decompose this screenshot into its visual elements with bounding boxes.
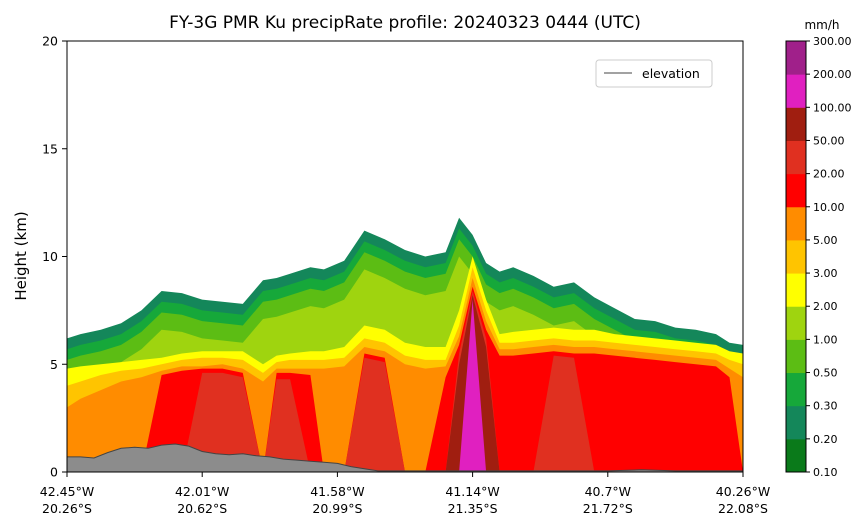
legend-elevation-label: elevation: [642, 66, 700, 81]
colorbar-tick-label: 0.20: [813, 433, 838, 446]
colorbar-tick-label: 3.00: [813, 267, 838, 280]
colorbar-tick-label: 200.00: [813, 68, 852, 81]
x-tick-lon-label: 41.14°W: [445, 484, 499, 499]
x-tick-lon-label: 40.26°W: [716, 484, 770, 499]
x-tick-lat-label: 20.62°S: [177, 501, 227, 516]
elevation-line: [67, 443, 743, 472]
x-axis-ticks: 42.45°W 20.26°S 42.01°W 20.62°S 41.58°W 20.99…: [40, 472, 770, 516]
y-tick-label: 5: [50, 357, 58, 372]
colorbar-swatch: [786, 438, 806, 473]
elevation-area: [67, 444, 743, 472]
legend-box: [595, 59, 713, 88]
colorbar-tick-label: 0.50: [813, 367, 838, 380]
colorbar-tick-label: 0.30: [813, 400, 838, 413]
y-tick-label: 20: [42, 34, 58, 49]
y-tick-label: 15: [42, 141, 58, 156]
x-tick-lat-label: 20.99°S: [312, 501, 362, 516]
colorbar-tick-label: 100.00: [813, 101, 852, 114]
colorbar-swatch: [786, 339, 806, 374]
y-axis-ticks: 0 5 10 15 20: [42, 34, 67, 480]
x-tick-lat-label: 21.72°S: [583, 501, 633, 516]
x-tick-lat-label: 20.26°S: [42, 501, 92, 516]
colorbar-swatch: [786, 405, 806, 440]
rain-band-20.00: [67, 291, 743, 472]
colorbar-swatch: [786, 41, 806, 75]
colorbar-tick-label: 2.00: [813, 300, 838, 313]
colorbar-swatch: [786, 140, 806, 175]
x-tick-lon-label: 40.7°W: [585, 484, 631, 499]
colorbar-tick-label: 20.00: [813, 168, 845, 181]
elevation-layer: [67, 443, 743, 472]
colorbar-frame: [785, 40, 807, 473]
colorbar-swatch: [786, 107, 806, 141]
colorbar-swatch: [786, 206, 806, 241]
colorbar-tick-label: 300.00: [813, 35, 852, 48]
colorbar-tick-label: 5.00: [813, 234, 838, 247]
colorbar: 0.10 0.20 0.30 0.50 1.00 2.00 3.00 5.00 10.00 20.…: [785, 35, 852, 479]
colorbar-swatch: [786, 173, 806, 208]
y-axis-label: Height (km): [12, 211, 30, 300]
colorbar-swatch: [786, 74, 806, 108]
x-tick-lon-label: 42.01°W: [175, 484, 229, 499]
colorbar-tick-label: 50.00: [813, 134, 845, 147]
colorbar-unit: mm/h: [804, 18, 839, 32]
precip-rate-field: [67, 217, 743, 472]
colorbar-tick-label: 1.00: [813, 333, 838, 346]
colorbar-swatch: [786, 372, 806, 407]
chart-title: FY-3G PMR Ku precipRate profile: 2024032…: [169, 13, 641, 33]
colorbar-tick-label: 10.00: [813, 201, 845, 214]
colorbar-tick-label: 0.10: [813, 466, 838, 479]
colorbar-swatch: [786, 239, 806, 274]
legend: elevation: [595, 59, 713, 88]
y-tick-label: 0: [50, 465, 58, 480]
x-tick-lon-label: 42.45°W: [40, 484, 94, 499]
colorbar-swatch: [786, 306, 806, 340]
x-tick-lat-label: 21.35°S: [448, 501, 498, 516]
y-tick-label: 10: [42, 249, 58, 264]
x-tick-lon-label: 41.58°W: [310, 484, 364, 499]
x-tick-lat-label: 22.08°S: [718, 501, 768, 516]
colorbar-swatch: [786, 273, 806, 307]
